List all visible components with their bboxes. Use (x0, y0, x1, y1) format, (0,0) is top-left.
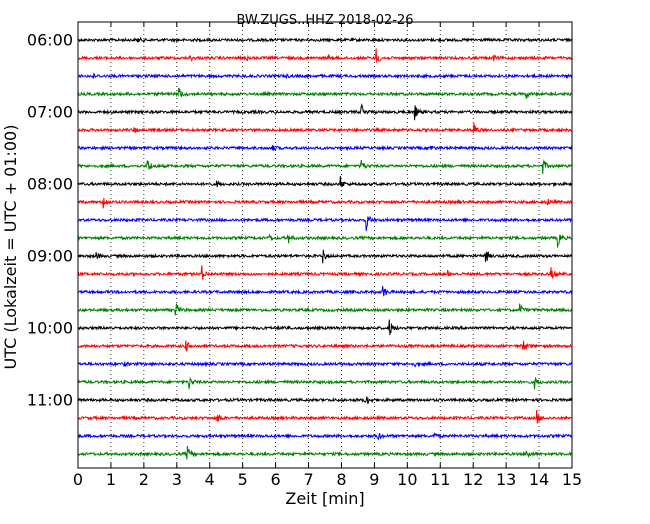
seismic-trace-row (77, 303, 573, 316)
y-tick-label: 11:00 (27, 391, 73, 410)
seismic-trace-line (77, 410, 572, 424)
y-tick-label: 07:00 (27, 103, 73, 122)
seismic-trace-line (77, 215, 573, 232)
x-tick-label: 13 (496, 470, 516, 489)
y-axis-label: UTC (Lokalzeit = UTC + 01:00) (1, 125, 20, 370)
trace-layer (77, 36, 573, 460)
x-tick-label: 12 (463, 470, 483, 489)
seismic-trace-row (77, 340, 573, 352)
seismic-trace-row (77, 319, 573, 335)
seismic-trace-line (77, 249, 573, 264)
seismic-trace-line (77, 48, 573, 64)
seismic-trace-line (77, 122, 573, 134)
y-tick-label: 06:00 (27, 31, 73, 50)
y-tick-label: 08:00 (27, 175, 73, 194)
seismic-trace-row (77, 376, 573, 390)
y-tick-label: 10:00 (27, 319, 73, 338)
seismic-trace-row (77, 144, 573, 152)
seismic-trace-line (77, 396, 573, 405)
seismic-trace-row (77, 396, 573, 405)
plot-frame (77, 21, 573, 469)
seismic-trace-row (77, 410, 572, 424)
seismic-trace-line (77, 72, 573, 80)
seismic-trace-row (77, 36, 573, 43)
seismic-trace-line (77, 265, 573, 280)
seismic-trace-row (77, 72, 573, 80)
seismic-trace-line (77, 197, 573, 209)
seismic-trace-row (77, 285, 573, 297)
x-tick-label: 15 (562, 470, 582, 489)
x-tick-label: 11 (430, 470, 450, 489)
seismic-trace-line (77, 285, 573, 297)
seismic-trace-row (77, 432, 573, 441)
x-tick-label: 10 (397, 470, 417, 489)
seismic-trace-line (77, 432, 573, 441)
seismic-trace-line (77, 144, 573, 152)
seismic-trace-row (77, 103, 573, 121)
x-tick-label: 0 (73, 470, 83, 489)
seismic-trace-line (77, 36, 573, 43)
seismic-trace-line (77, 376, 573, 390)
seismic-trace-line (77, 233, 573, 248)
seismic-trace-line (77, 159, 573, 175)
seismic-trace-row (77, 249, 573, 264)
y-tick-label: 09:00 (27, 247, 73, 266)
x-tick-label: 14 (529, 470, 549, 489)
seismic-trace-row (77, 445, 573, 460)
seismic-trace-line (77, 340, 573, 352)
seismic-trace-row (77, 159, 573, 175)
seismic-trace-row (77, 176, 573, 188)
tick-layer: 0 1 2 3 4 5 6 7 8 9 10 11 12 13 14 1506:0007:0008:0009:… (27, 22, 582, 489)
seismic-trace-row (77, 265, 573, 280)
x-tick-label: 5 (238, 470, 248, 489)
seismic-trace-row (77, 48, 573, 64)
chart-title: BW.ZUGS..HHZ 2018-02-26 (236, 13, 413, 28)
seismic-trace-line (77, 360, 573, 368)
seismic-trace-row (77, 215, 573, 232)
x-tick-label: 3 (172, 470, 182, 489)
x-tick-label: 4 (205, 470, 215, 489)
x-axis-label: Zeit [min] (285, 489, 364, 508)
seismic-trace-line (77, 87, 573, 99)
seismic-trace-row (77, 122, 573, 134)
x-tick-label: 8 (336, 470, 346, 489)
seismic-trace-line (77, 319, 573, 335)
x-tick-label: 7 (303, 470, 313, 489)
seismic-trace-line (77, 445, 573, 460)
x-tick-label: 2 (139, 470, 149, 489)
seismic-trace-line (77, 103, 573, 121)
x-tick-label: 6 (271, 470, 281, 489)
seismic-trace-row (77, 197, 573, 209)
x-tick-label: 1 (106, 470, 116, 489)
seismic-trace-row (77, 87, 573, 99)
seismic-trace-line (77, 303, 573, 316)
seismic-trace-line (77, 176, 573, 188)
seismic-trace-row (77, 233, 573, 248)
seismic-trace-row (77, 360, 573, 368)
x-tick-label: 9 (369, 470, 379, 489)
